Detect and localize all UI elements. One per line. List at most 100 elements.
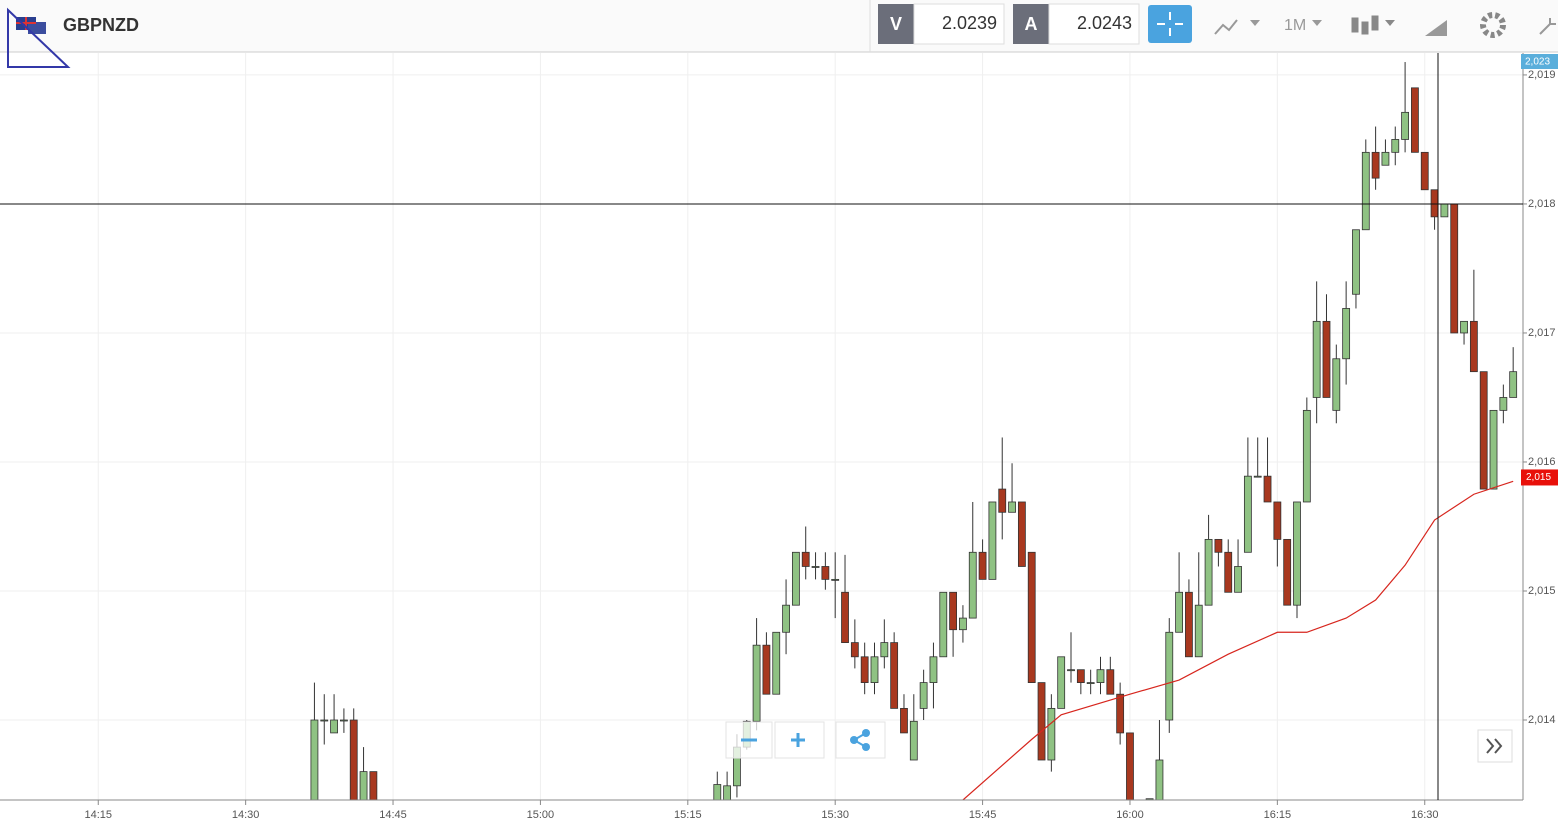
candle-body — [1224, 551, 1233, 593]
y-tick-label: 2,016 — [1528, 456, 1556, 468]
candle-body — [1361, 151, 1370, 231]
candle-body — [1204, 538, 1213, 606]
timeframe[interactable]: 1M — [1284, 17, 1306, 34]
candle-body — [1273, 501, 1282, 540]
candle-body — [900, 707, 908, 734]
candle-body — [1027, 551, 1036, 683]
candle-body — [1312, 320, 1321, 398]
drawing-tool-button[interactable] — [1425, 20, 1447, 36]
candle-body — [1214, 538, 1223, 553]
x-tick-label: 14:30 — [232, 809, 260, 821]
current-price-badge — [1521, 469, 1558, 486]
candle-body — [919, 682, 928, 709]
share-button[interactable] — [835, 721, 886, 759]
candle-body — [939, 591, 948, 658]
candle-body — [860, 656, 869, 683]
candle-body — [762, 644, 771, 695]
candle-body — [1234, 566, 1242, 593]
candle-body — [1008, 501, 1016, 513]
candle-body — [1302, 409, 1311, 503]
candle-body — [1253, 475, 1262, 478]
candle-body — [1440, 203, 1449, 218]
triangle-drawing[interactable] — [7, 7, 71, 68]
symbol: GBPNZD — [63, 15, 139, 35]
candle-body — [1165, 631, 1174, 721]
candle-body — [1096, 669, 1105, 683]
bid-button[interactable] — [878, 4, 914, 44]
candle-body — [988, 501, 997, 580]
candle-body — [1106, 669, 1115, 695]
candle-body — [968, 551, 977, 619]
flag-icon — [16, 17, 46, 34]
candle-style-button[interactable] — [1351, 15, 1395, 35]
candle-body — [1479, 371, 1488, 490]
zoom-out-button[interactable] — [725, 721, 773, 759]
scroll-right-button[interactable] — [1477, 729, 1513, 763]
candle-body — [310, 719, 319, 800]
bid-box — [913, 3, 1005, 45]
candle-body — [782, 604, 790, 633]
x-tick-label: 15:15 — [674, 809, 702, 821]
ask-button[interactable] — [1013, 4, 1049, 44]
y-tick-label: 2,017 — [1528, 327, 1556, 339]
candle-body — [978, 551, 987, 580]
candle-body — [1293, 501, 1301, 606]
candle-body — [959, 617, 967, 631]
grid — [0, 53, 1523, 800]
candle-body — [320, 719, 329, 722]
x-tick-label: 14:15 — [84, 809, 112, 821]
candle-body — [1067, 669, 1075, 672]
candle-body — [723, 785, 732, 800]
candle-body — [1126, 732, 1134, 800]
candle-body — [791, 551, 800, 606]
candle-body — [330, 719, 338, 734]
candle-body — [1352, 229, 1360, 295]
x-tick-label: 16:30 — [1411, 809, 1439, 821]
crosshair-button[interactable] — [1148, 5, 1192, 43]
x-tick-label: 16:00 — [1116, 809, 1144, 821]
candle-body — [1489, 409, 1498, 490]
candle-body — [1411, 87, 1419, 153]
candle-body — [1116, 693, 1125, 734]
candle-body — [1381, 151, 1390, 166]
candle-body — [949, 591, 958, 631]
top-price-badge — [1521, 54, 1558, 69]
candle-body — [1499, 397, 1508, 411]
candle-body — [880, 642, 889, 658]
candle-body — [1401, 111, 1409, 140]
candle-body — [713, 784, 722, 800]
plot-area — [310, 62, 1518, 800]
x-tick-label: 15:00 — [527, 809, 555, 821]
ask-box — [1048, 3, 1140, 45]
bid-price: 2.0239 — [942, 13, 997, 33]
x-tick-label: 15:45 — [969, 809, 997, 821]
candle-body — [801, 551, 810, 567]
candle-body — [1460, 320, 1468, 334]
y-tick-label: 2,014 — [1528, 714, 1556, 726]
zoom-in-button[interactable] — [774, 721, 825, 759]
y-tick-label: 2,018 — [1528, 198, 1556, 210]
candle-body — [890, 642, 899, 709]
y-tick-label: 2,019 — [1528, 69, 1556, 81]
candle-body — [1469, 320, 1478, 373]
candle-body — [1283, 538, 1292, 606]
chart-type-button[interactable] — [1214, 19, 1260, 35]
candle-body — [369, 771, 378, 800]
candle-body — [1420, 151, 1429, 191]
collapse-button[interactable] — [1539, 18, 1556, 35]
candle-body — [349, 719, 358, 800]
candle-body — [1342, 308, 1351, 360]
ask-label: A — [1025, 14, 1038, 34]
candle-body — [1371, 151, 1380, 179]
candle-body — [1155, 759, 1164, 800]
settings-button[interactable] — [1480, 12, 1506, 38]
candle-body — [998, 488, 1007, 513]
ask-price: 2.0243 — [1077, 13, 1132, 33]
axes: 2,014 2,015 2,016 2,017 2,018 2,019 14:15 14:30… — [84, 69, 1558, 821]
x-tick-label: 14:45 — [379, 809, 407, 821]
candle-body — [1430, 189, 1439, 218]
bid-label: V — [890, 14, 902, 34]
candle-body — [1194, 604, 1203, 658]
candle-body — [1185, 591, 1193, 658]
